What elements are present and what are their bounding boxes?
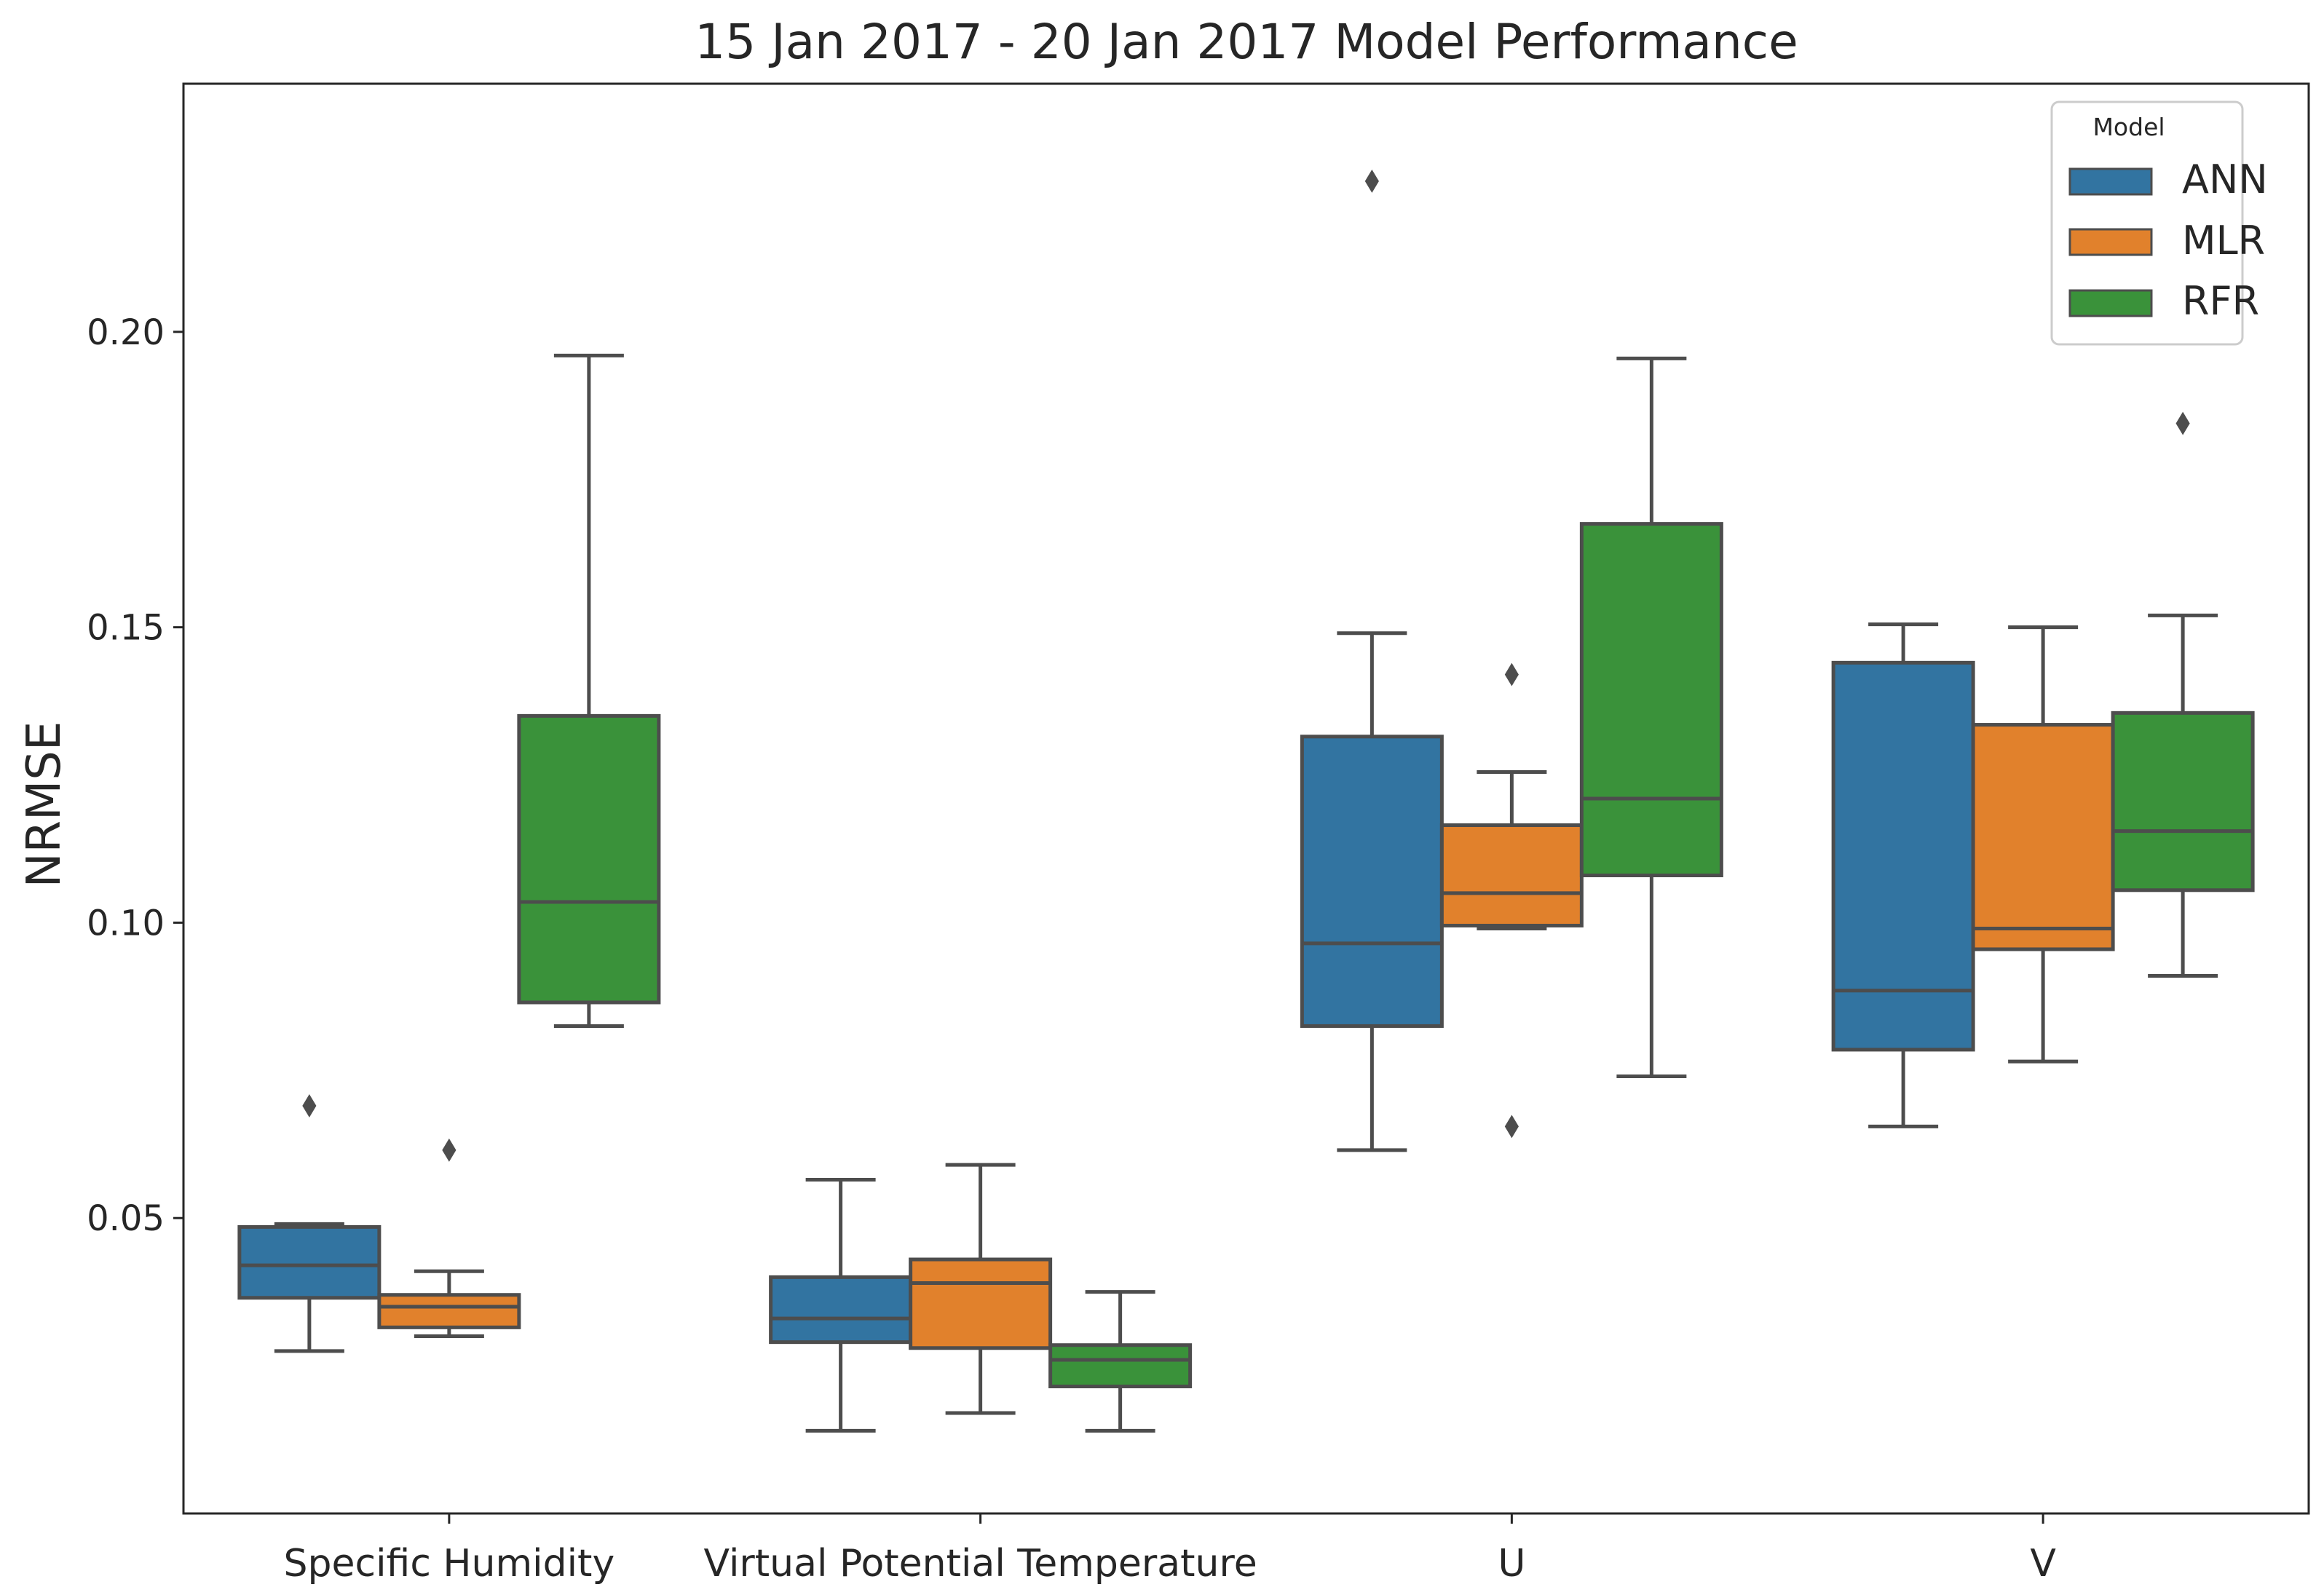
x-tick-label: V xyxy=(2030,1542,2056,1586)
legend-frame xyxy=(2050,100,2244,346)
outlier-point xyxy=(442,1138,456,1162)
plot-area-frame xyxy=(182,82,2310,1515)
y-axis-label: NRMSE xyxy=(17,721,71,888)
legend-label-rfr: RFR xyxy=(2182,278,2259,324)
chart-marks xyxy=(237,169,2255,1433)
box-iqr xyxy=(1971,723,2115,951)
box-iqr xyxy=(909,1257,1053,1350)
legend-label-mlr: MLR xyxy=(2182,218,2265,264)
box-iqr xyxy=(377,1293,521,1329)
box-iqr xyxy=(237,1224,382,1300)
y-tick-label: 0.20 xyxy=(87,312,165,353)
box-iqr xyxy=(1439,823,1584,927)
box-mlr-0 xyxy=(377,1138,521,1339)
y-tick-label: 0.10 xyxy=(87,903,165,943)
legend-label-ann: ANN xyxy=(2182,157,2268,202)
outlier-point xyxy=(1504,1115,1519,1139)
box-mlr-3 xyxy=(1971,625,2115,1064)
x-tick-label: Virtual Potential Temperature xyxy=(704,1542,1257,1586)
legend-swatch-ann xyxy=(2068,167,2153,196)
box-iqr xyxy=(2111,711,2255,893)
box-iqr xyxy=(1048,1343,1193,1389)
box-iqr xyxy=(1579,522,1723,878)
box-rfr-3 xyxy=(2111,411,2255,978)
outlier-point xyxy=(302,1094,317,1117)
outlier-point xyxy=(1504,662,1519,686)
outlier-point xyxy=(2175,411,2190,435)
box-ann-2 xyxy=(1300,169,1444,1152)
y-tick-label: 0.15 xyxy=(87,608,165,649)
legend-title: Model xyxy=(2092,113,2165,141)
x-tick-label: U xyxy=(1498,1542,1525,1586)
box-rfr-2 xyxy=(1579,356,1723,1078)
axes: 0.05 0.10 0.15 0.20 Specific Humidity Virtual… xyxy=(87,312,2056,1586)
y-tick-label: 0.05 xyxy=(87,1198,165,1239)
x-tick-label: Specific Humidity xyxy=(284,1542,615,1586)
box-rfr-0 xyxy=(517,353,661,1028)
box-ann-0 xyxy=(237,1094,382,1353)
legend: Model ANN MLR RFR xyxy=(2050,100,2268,346)
box-iqr xyxy=(1300,735,1444,1028)
box-iqr xyxy=(769,1275,913,1345)
box-ann-3 xyxy=(1831,622,1975,1128)
box-mlr-1 xyxy=(909,1163,1053,1415)
outlier-point xyxy=(1364,169,1379,193)
legend-swatch-rfr xyxy=(2068,289,2153,317)
box-iqr xyxy=(517,713,661,1005)
legend-swatch-mlr xyxy=(2068,228,2153,256)
box-iqr xyxy=(1831,660,1975,1052)
box-rfr-1 xyxy=(1048,1290,1193,1433)
chart-title: 15 Jan 2017 - 20 Jan 2017 Model Performa… xyxy=(695,14,1798,70)
